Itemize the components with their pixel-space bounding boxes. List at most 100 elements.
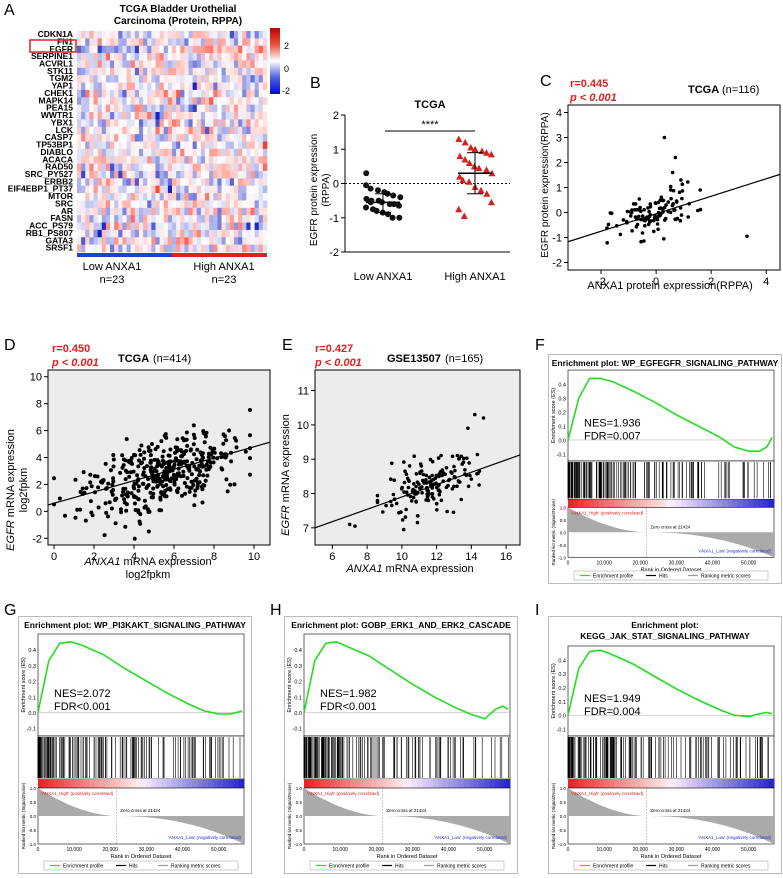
heatmap-cell [159, 89, 165, 98]
gene-label-rad50: RAD50 [45, 162, 73, 172]
heatmap-cell [93, 31, 98, 39]
gsea-rank-band [304, 779, 310, 788]
heatmap-cell [192, 31, 198, 39]
heatmap-cell [184, 38, 189, 47]
heatmap-cell [138, 112, 144, 120]
gsea-rank-band [141, 779, 147, 788]
heatmap-cell [118, 112, 123, 120]
heatmap-cell [200, 215, 206, 223]
gsea-rank-band [484, 779, 490, 788]
heatmap-cell [122, 104, 127, 113]
heatmap-cell [176, 237, 181, 245]
heatmap-cell [126, 89, 131, 98]
heatmap-cell [233, 244, 239, 253]
scatter-point [111, 457, 116, 462]
gsea-rank-band [645, 499, 651, 508]
heatmap-cell [209, 45, 214, 54]
heatmap-cell [246, 207, 251, 216]
gsea-rank-band [588, 779, 595, 788]
scatter-point [92, 474, 97, 479]
gsea-rank-band [345, 779, 351, 788]
gsea-rank-band [58, 779, 65, 788]
heatmap-cell [176, 222, 181, 231]
heatmap-cell [196, 67, 202, 76]
heatmap-cell [233, 237, 239, 245]
scatter-point [176, 486, 181, 491]
heatmap-cell [77, 126, 82, 135]
heatmap-cell [114, 38, 119, 47]
gsea-rank-band [717, 499, 723, 508]
heatmap-cell [192, 193, 198, 201]
gsea-rank-band [758, 499, 765, 508]
heatmap-cell [81, 200, 86, 209]
heatmap-cell [147, 89, 152, 98]
heatmap-cell [85, 222, 90, 231]
heatmap-cell [130, 163, 136, 172]
heatmap-cell [97, 237, 103, 245]
scatter-c-n: (n=116) [722, 84, 759, 96]
heatmap-cell [163, 119, 169, 128]
heatmap-cell [155, 207, 160, 216]
heatmap-cell [159, 193, 165, 201]
heatmap-cell [97, 119, 103, 128]
gsea-xtick: 10,000 [596, 847, 612, 853]
heatmap-cell [114, 31, 119, 39]
scatter-point [655, 217, 660, 222]
scatter-point [224, 438, 229, 443]
scatter-d-ylabel-rest: mRNA expression [5, 429, 17, 520]
heatmap-cell [213, 244, 218, 253]
heatmap-cell [246, 31, 251, 39]
heatmap-cell [233, 119, 239, 128]
gsea-legend-box [43, 860, 239, 871]
heatmap-cell [242, 45, 247, 54]
heatmap-cell [213, 104, 218, 113]
heatmap-cell [147, 193, 152, 201]
heatmap-cell [229, 60, 235, 69]
heatmap-cell [229, 67, 235, 76]
gsea-metric-tick: 0.5 [560, 800, 567, 805]
heatmap-cell [110, 141, 115, 150]
heatmap-cell [138, 148, 144, 157]
heatmap-cell [105, 82, 111, 91]
heatmap-cell [176, 229, 181, 238]
heatmap-cell [258, 207, 264, 216]
heatmap-cell [93, 53, 98, 61]
heatmap-cell [246, 112, 251, 120]
heatmap-cell [167, 170, 173, 179]
heatmap-cell [167, 82, 173, 91]
heatmap-cell [122, 89, 127, 98]
heatmap-cell [229, 222, 235, 231]
heatmap-cell [167, 207, 173, 216]
heatmap-cell [196, 89, 202, 98]
heatmap-cell [246, 200, 251, 209]
heatmap-cell [93, 215, 98, 223]
gsea-rank-band [748, 499, 754, 508]
scatter-point [465, 456, 469, 460]
heatmap-cell [122, 53, 127, 61]
heatmap-cell [258, 156, 264, 164]
scatter-point [453, 468, 457, 473]
heatmap-cell [93, 141, 98, 150]
scatter-point [412, 482, 416, 486]
scatter-point [139, 443, 144, 448]
scatter-point [132, 536, 137, 541]
heatmap-cell [217, 67, 222, 76]
heatmap-cell [126, 148, 131, 157]
heatmap-cell [258, 60, 264, 69]
dotplot-axes: 210-1-2 [329, 110, 510, 259]
heatmap-cell [138, 75, 144, 83]
gsea-rank-band [218, 779, 224, 788]
heatmap-cell [213, 38, 218, 47]
heatmap-cell [143, 200, 148, 209]
heatmap-cell [176, 75, 181, 83]
heatmap-cell [238, 89, 243, 98]
heatmap-cell [209, 229, 214, 238]
heatmap-cell [126, 156, 131, 164]
heatmap-cell [130, 237, 136, 245]
heatmap-cell [205, 89, 210, 98]
high-anxa1-point [475, 164, 483, 172]
gsea-es-tick: 0.3 [558, 672, 566, 678]
heatmap-cell [110, 170, 115, 179]
ytick-label: 4 [556, 108, 562, 120]
heatmap-cell [81, 67, 86, 76]
